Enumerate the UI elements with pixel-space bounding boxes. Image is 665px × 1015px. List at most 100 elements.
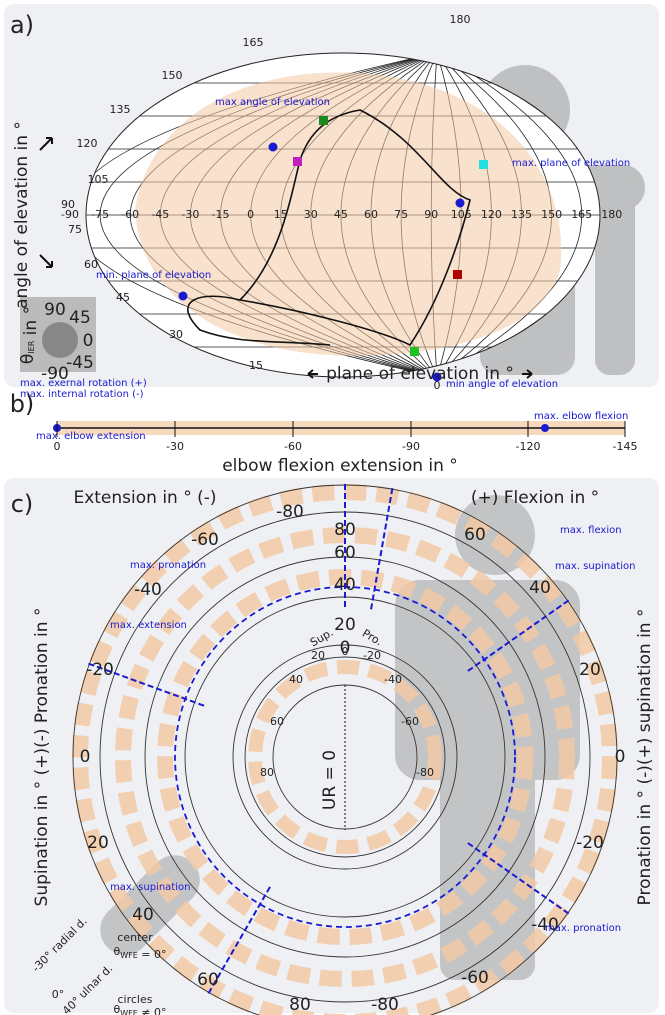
tick-label: -20 (86, 660, 114, 680)
annotation: max. supination (555, 561, 635, 572)
tick-label: 20 (579, 660, 601, 680)
tick-label: 60 (464, 525, 486, 545)
tick-label: 40 (334, 575, 356, 595)
elevation-tick-label: 75 (68, 223, 82, 236)
tick-label: -80 (276, 502, 304, 522)
elevation-tick-label: 120 (77, 137, 98, 150)
tick-label: 80 (334, 520, 356, 540)
elevation-tick-label: 105 (88, 173, 109, 186)
tick-label: 0 (615, 747, 626, 767)
tick-label: -40 (134, 580, 162, 600)
legend-note-part: = 0° (138, 948, 167, 961)
inner-axis-title: UR = 0 (320, 750, 340, 810)
tick-label: -30 (166, 440, 184, 453)
plane-tick-label: -60 (121, 208, 139, 221)
plane-tick-label: 180 (601, 208, 622, 221)
panel-label: b) (10, 390, 35, 418)
tick-label: -20 (576, 833, 604, 853)
title: Extension in ° (-) (73, 488, 216, 508)
legend-note-part: ≠ 0° (138, 1006, 167, 1015)
inner-tick-label: -60 (401, 715, 419, 728)
annotation: max. supination (110, 882, 190, 893)
annotation: max. extension (110, 620, 187, 631)
elevation-tick-label: 135 (110, 103, 131, 116)
inset-tick-label: 45 (69, 308, 91, 328)
plane-tick-label: 75 (394, 208, 408, 221)
inset-title-part: in ° (21, 306, 41, 341)
annotation: max. elbow flexion (534, 411, 628, 422)
tick-label: -60 (191, 530, 219, 550)
plane-tick-label: -30 (181, 208, 199, 221)
elevation-tick-label: 30 (169, 328, 183, 341)
tick-label: -120 (516, 440, 541, 453)
inset-tick-label: 0 (83, 331, 94, 351)
inset-title-part: θ (18, 354, 38, 364)
annotation: max. pronation (545, 923, 621, 934)
inset-note: max. exernal rotation (+) (20, 378, 147, 389)
tick-label: 40 (529, 578, 551, 598)
side-title: Supination in ° (+)(-) Pronation in ° (32, 608, 52, 907)
side-title: Pronation in ° (-)(+) supination in ° (635, 609, 655, 906)
plane-tick-label: 90 (424, 208, 438, 221)
elevation-tick-label: 45 (116, 291, 130, 304)
annotation: max. pronation (130, 560, 206, 571)
tick-label: -90 (402, 440, 420, 453)
panel-label: c) (11, 490, 34, 518)
elevation-tick-label: 165 (243, 36, 264, 49)
tick-label: -80 (371, 995, 399, 1015)
legend-text: 0° (52, 988, 65, 1001)
inset-note: max. internal rotation (-) (20, 389, 144, 400)
legend-text: circles (118, 993, 153, 1006)
inset-title-part: IER (27, 340, 36, 353)
inner-tick-label: 40 (289, 673, 303, 686)
legend-note-part: WFE (120, 1009, 138, 1015)
panel-label: a) (10, 11, 34, 39)
annotation: min angle of elevation (446, 379, 558, 390)
tick-label: 60 (197, 970, 219, 990)
y-axis-title: angle of elevation in ° (12, 121, 32, 309)
plane-tick-label: -75 (91, 208, 109, 221)
elevation-tick-label: 150 (162, 69, 183, 82)
plane-tick-label: 135 (511, 208, 532, 221)
plane-tick-label: 150 (541, 208, 562, 221)
plane-tick-label: 165 (571, 208, 592, 221)
inner-tick-label: 20 (311, 649, 325, 662)
tick-label: 20 (87, 833, 109, 853)
annotation: max. elbow extension (36, 431, 146, 442)
tick-label: -60 (284, 440, 302, 453)
tick-label: 20 (334, 615, 356, 635)
legend-note-part: WFE (120, 951, 138, 960)
inner-tick-label: -80 (416, 766, 434, 779)
inner-tick-label: 80 (260, 766, 274, 779)
inner-tick-label: 0 (342, 645, 349, 658)
tick-label: 40 (132, 905, 154, 925)
plane-tick-label: 45 (334, 208, 348, 221)
plane-tick-label: 105 (451, 208, 472, 221)
plane-tick-label: -45 (151, 208, 169, 221)
axis-title: elbow flexion extension in ° (222, 456, 458, 476)
plane-tick-label: -15 (212, 208, 230, 221)
plane-tick-label: 30 (304, 208, 318, 221)
inner-tick-label: 60 (270, 715, 284, 728)
plane-tick-label: 0 (247, 208, 254, 221)
elevation-tick-label: 180 (450, 13, 471, 26)
tick-label: 80 (289, 995, 311, 1015)
inner-tick-label: -40 (384, 673, 402, 686)
elevation-tick-label: 90 (61, 198, 75, 211)
annotation: min. plane of elevation (96, 270, 211, 281)
inner-tick-label: -20 (363, 649, 381, 662)
inset-tick-label: -45 (66, 353, 94, 373)
plane-tick-label: 15 (274, 208, 288, 221)
legend-text: center (117, 931, 153, 944)
tick-label: -60 (461, 968, 489, 988)
inset-tick-label: 90 (44, 300, 66, 320)
annotation: max. plane of elevation (512, 158, 630, 169)
plane-tick-label: 120 (481, 208, 502, 221)
figure: -90 -75 -60 -45 -30 -15 0 15 30 45 60 75 90 105 120 135… (0, 0, 665, 1015)
elevation-tick-label: 15 (249, 359, 263, 372)
tick-label: 60 (334, 543, 356, 563)
tick-label: 0 (80, 747, 91, 767)
plane-tick-label: 60 (364, 208, 378, 221)
annotation: max angle of elevation (215, 97, 330, 108)
tick-label: -145 (613, 440, 638, 453)
